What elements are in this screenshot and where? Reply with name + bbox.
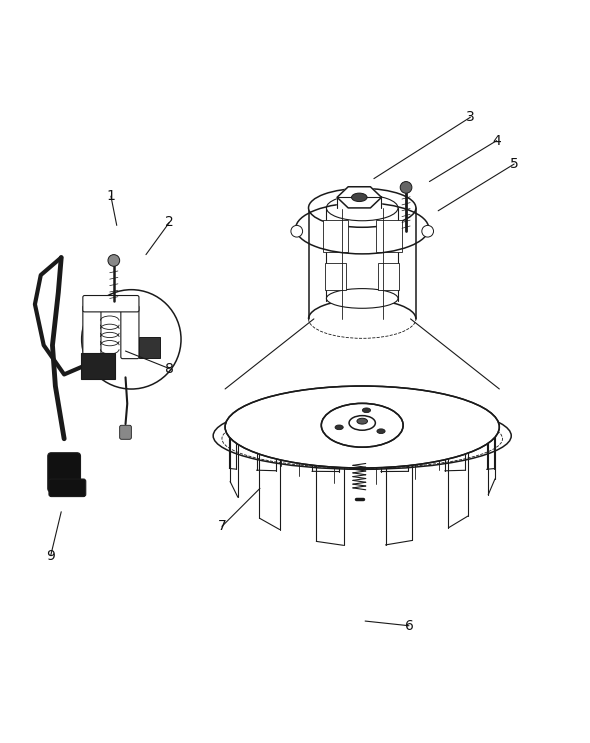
Ellipse shape <box>225 386 499 468</box>
Text: 8: 8 <box>165 362 174 375</box>
Text: 9: 9 <box>46 548 55 562</box>
Circle shape <box>291 225 303 237</box>
FancyBboxPatch shape <box>49 479 86 496</box>
Text: 4: 4 <box>492 134 501 148</box>
FancyBboxPatch shape <box>378 263 399 290</box>
FancyBboxPatch shape <box>80 353 115 378</box>
Ellipse shape <box>335 425 343 429</box>
FancyBboxPatch shape <box>121 305 139 359</box>
Text: 1: 1 <box>106 189 115 203</box>
FancyBboxPatch shape <box>120 425 132 439</box>
Circle shape <box>81 290 181 389</box>
Text: 2: 2 <box>165 215 173 230</box>
FancyBboxPatch shape <box>48 452 80 492</box>
Ellipse shape <box>326 288 398 308</box>
FancyBboxPatch shape <box>376 219 402 252</box>
FancyBboxPatch shape <box>323 219 349 252</box>
Ellipse shape <box>362 408 371 412</box>
Ellipse shape <box>377 429 385 433</box>
Ellipse shape <box>322 403 403 447</box>
Circle shape <box>422 225 434 237</box>
Text: 3: 3 <box>466 110 475 124</box>
FancyBboxPatch shape <box>325 263 346 290</box>
Text: 5: 5 <box>510 157 519 171</box>
FancyBboxPatch shape <box>139 337 160 358</box>
Circle shape <box>108 255 120 266</box>
FancyBboxPatch shape <box>83 296 139 312</box>
Ellipse shape <box>352 193 367 201</box>
Text: 7: 7 <box>218 519 227 533</box>
Circle shape <box>400 181 412 193</box>
Ellipse shape <box>357 418 368 424</box>
Text: 6: 6 <box>405 619 414 633</box>
FancyBboxPatch shape <box>83 305 101 359</box>
Ellipse shape <box>309 189 416 227</box>
Polygon shape <box>337 198 382 208</box>
Ellipse shape <box>326 195 398 221</box>
Polygon shape <box>337 186 382 208</box>
Ellipse shape <box>349 415 375 430</box>
